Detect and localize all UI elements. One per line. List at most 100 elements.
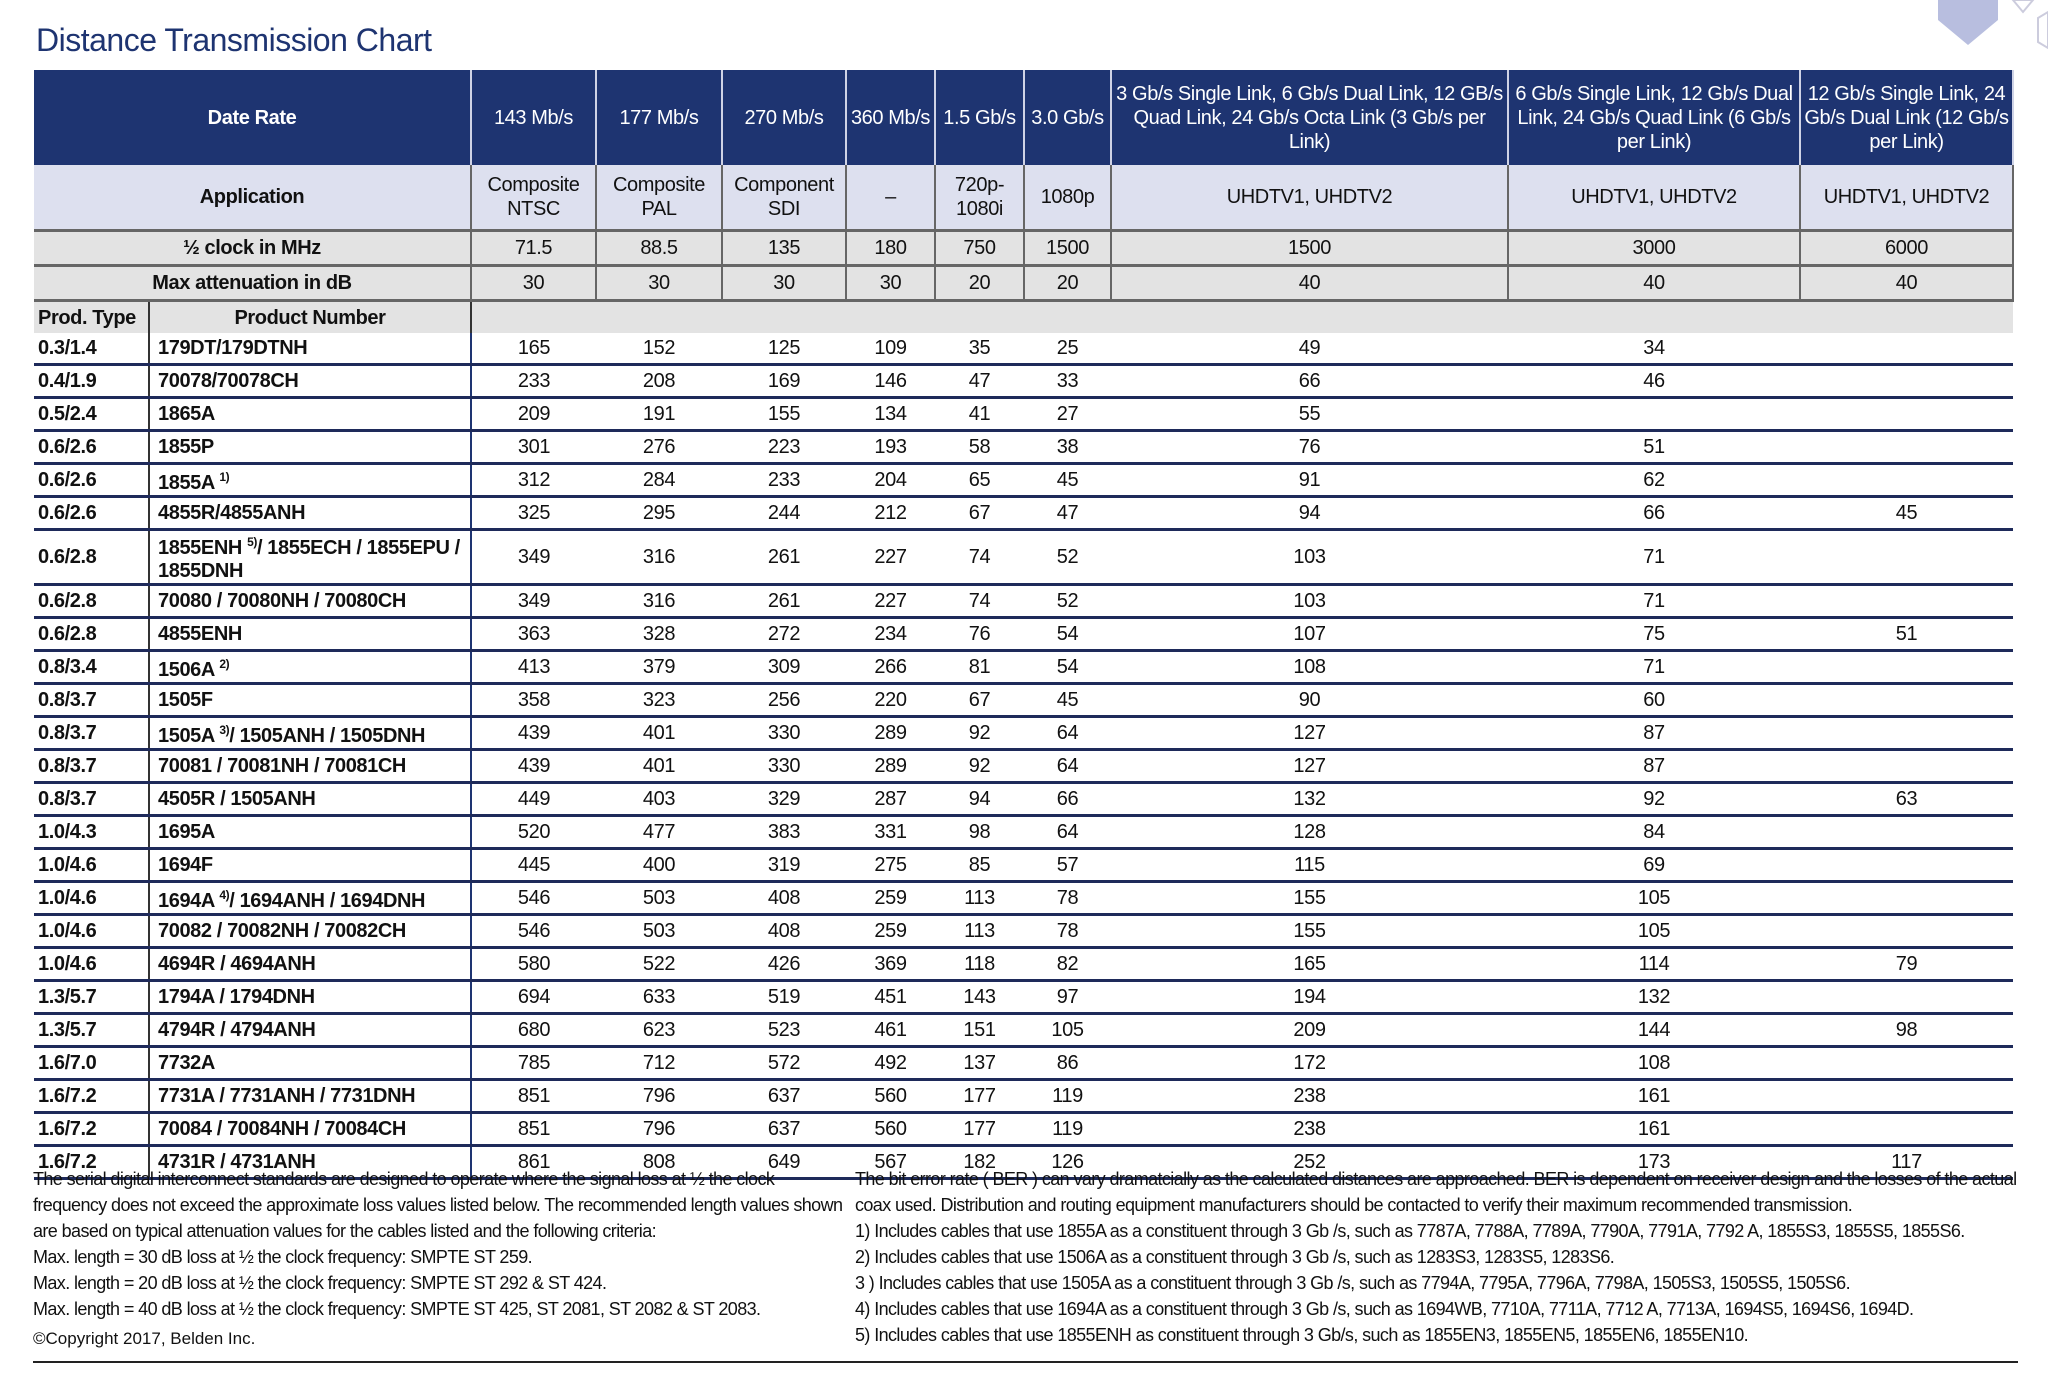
distance-cell: 413: [471, 650, 596, 685]
prod-type-cell: 0.5/2.4: [34, 397, 150, 432]
page-title: Distance Transmission Chart: [36, 22, 432, 58]
product-number: 1865A: [158, 402, 215, 425]
product-number-cell: 4855R/4855ANH: [149, 496, 472, 531]
distance-cell: 301: [471, 430, 596, 465]
distance-cell: 146: [846, 364, 935, 399]
attenuation-cell: 20: [1024, 265, 1112, 302]
distance-cell: [1800, 333, 2013, 366]
date-rate-label: Date Rate: [34, 70, 472, 165]
product-number: 70084 / 70084NH / 70084CH: [158, 1117, 406, 1140]
application-row: Application Composite NTSC Composite PAL C…: [34, 165, 2014, 232]
distance-cell: [1800, 1046, 2013, 1081]
distance-cell: 103: [1111, 529, 1508, 586]
product-number-cell: 1695A: [149, 815, 472, 850]
distance-cell: 45: [1800, 496, 2013, 531]
application-cell: UHDTV1, UHDTV2: [1111, 165, 1509, 232]
distance-cell: 284: [596, 463, 722, 498]
distance-cell: 161: [1508, 1079, 1800, 1114]
rate-header: 3.0 Gb/s: [1024, 70, 1112, 165]
attenuation-cell: 20: [935, 265, 1025, 302]
distance-cell: 119: [1024, 1112, 1111, 1147]
distance-cell: 785: [471, 1046, 596, 1081]
table-row: 1.6/7.0 7732A 785 712 572 492 137 86 172 108: [34, 1046, 2013, 1081]
distance-cell: 316: [596, 584, 722, 619]
distance-cell: 137: [935, 1046, 1024, 1081]
table-row: 0.6/2.6 1855A 1) 312 284 233 204 65 45 91 62: [34, 463, 2013, 498]
product-number: 1695A: [158, 820, 215, 843]
distance-cell: 52: [1024, 584, 1111, 619]
distance-cell: 861: [471, 1145, 596, 1180]
distance-cell: 363: [471, 617, 596, 652]
distance-cell: 105: [1024, 1013, 1111, 1048]
prod-type-cell: 0.6/2.6: [34, 463, 150, 498]
application-cell: 1080p: [1024, 165, 1112, 232]
table-row: 0.8/3.7 4505R / 1505ANH 449 403 329 287 94 66 13…: [34, 782, 2013, 817]
distance-cell: 259: [846, 881, 935, 916]
table-row: 0.8/3.7 70081 / 70081NH / 70081CH 439 401 33…: [34, 749, 2013, 784]
distance-cell: 796: [596, 1079, 722, 1114]
distance-cell: 712: [596, 1046, 722, 1081]
prod-type-cell: 1.6/7.2: [34, 1112, 150, 1147]
distance-cell: 272: [722, 617, 846, 652]
product-number-cell: 70084 / 70084NH / 70084CH: [149, 1112, 472, 1147]
product-number: 1794A / 1794DNH: [158, 985, 315, 1008]
distance-cell: 58: [935, 430, 1024, 465]
copyright: ©Copyright 2017, Belden Inc.: [33, 1329, 256, 1348]
product-number: 4505R / 1505ANH: [158, 787, 316, 810]
prod-type-cell: 1.6/7.2: [34, 1145, 150, 1180]
distance-cell: 275: [846, 848, 935, 883]
product-number: 1855A: [158, 471, 215, 494]
distance-cell: 71: [1508, 650, 1800, 685]
footnote-1: 1) Includes cables that use 1855A as a c…: [855, 1221, 1965, 1241]
notes-left: The serial digital interconnect standard…: [33, 1166, 843, 1352]
distance-cell: 503: [596, 914, 722, 949]
distance-cell: 649: [722, 1145, 846, 1180]
prod-type-cell: 0.8/3.7: [34, 782, 150, 817]
product-number-cell: 1855A 1): [149, 463, 472, 498]
distance-cell: 103: [1111, 584, 1508, 619]
table-row: 0.6/2.8 70080 / 70080NH / 70080CH 349 316 26…: [34, 584, 2013, 619]
distance-cell: 238: [1111, 1079, 1508, 1114]
distance-cell: 637: [722, 1079, 846, 1114]
rate-header: 6 Gb/s Single Link, 12 Gb/s Dual Link, 2…: [1508, 70, 1801, 165]
distance-cell: 451: [846, 980, 935, 1015]
application-cell: UHDTV1, UHDTV2: [1800, 165, 2014, 232]
distance-cell: 47: [935, 364, 1024, 399]
distance-cell: 35: [935, 333, 1024, 366]
product-number-cell: 7732A: [149, 1046, 472, 1081]
distance-cell: 98: [935, 815, 1024, 850]
attenuation-cell: 30: [596, 265, 723, 302]
distance-cell: 114: [1508, 947, 1800, 982]
distance-cell: 172: [1111, 1046, 1508, 1081]
prod-type-cell: 1.0/4.6: [34, 881, 150, 916]
distance-cell: [1800, 463, 2013, 498]
distance-cell: 193: [846, 430, 935, 465]
clock-cell: 3000: [1508, 230, 1801, 267]
distance-cell: 349: [471, 584, 596, 619]
product-number-cell: 70082 / 70082NH / 70082CH: [149, 914, 472, 949]
product-number: 7731A / 7731ANH / 7731DNH: [158, 1084, 416, 1107]
prod-type-cell: 0.8/3.7: [34, 749, 150, 784]
criteria-line: Max. length = 40 dB loss at ½ the clock …: [33, 1299, 761, 1319]
distance-cell: 126: [1024, 1145, 1111, 1180]
prod-type-cell: 0.6/2.8: [34, 584, 150, 619]
product-number-cell: 1506A 2): [149, 650, 472, 685]
distance-cell: 546: [471, 881, 596, 916]
product-number: 1855P: [158, 435, 214, 458]
distance-cell: 45: [1024, 463, 1111, 498]
distance-cell: 66: [1024, 782, 1111, 817]
table-row: 0.6/2.6 4855R/4855ANH 325 295 244 212 67 47 94 66…: [34, 496, 2013, 531]
distance-cell: 194: [1111, 980, 1508, 1015]
product-number-cell: 4731R / 4731ANH: [149, 1145, 472, 1180]
product-number: 70081 / 70081NH / 70081CH: [158, 754, 406, 777]
table-row: 1.3/5.7 4794R / 4794ANH 680 623 523 461 151 105…: [34, 1013, 2013, 1048]
rate-header: 1.5 Gb/s: [935, 70, 1025, 165]
distance-cell: 449: [471, 782, 596, 817]
distance-cell: 276: [596, 430, 722, 465]
distance-cell: 64: [1024, 749, 1111, 784]
prod-type-cell: 0.6/2.6: [34, 496, 150, 531]
distance-cell: 694: [471, 980, 596, 1015]
attenuation-cell: 30: [471, 265, 597, 302]
footnote-3: 3 ) Includes cables that use 1505A as a …: [855, 1273, 1851, 1293]
clock-row: ½ clock in MHz 71.5 88.5 135 180 750 1500 1500…: [34, 230, 2014, 267]
